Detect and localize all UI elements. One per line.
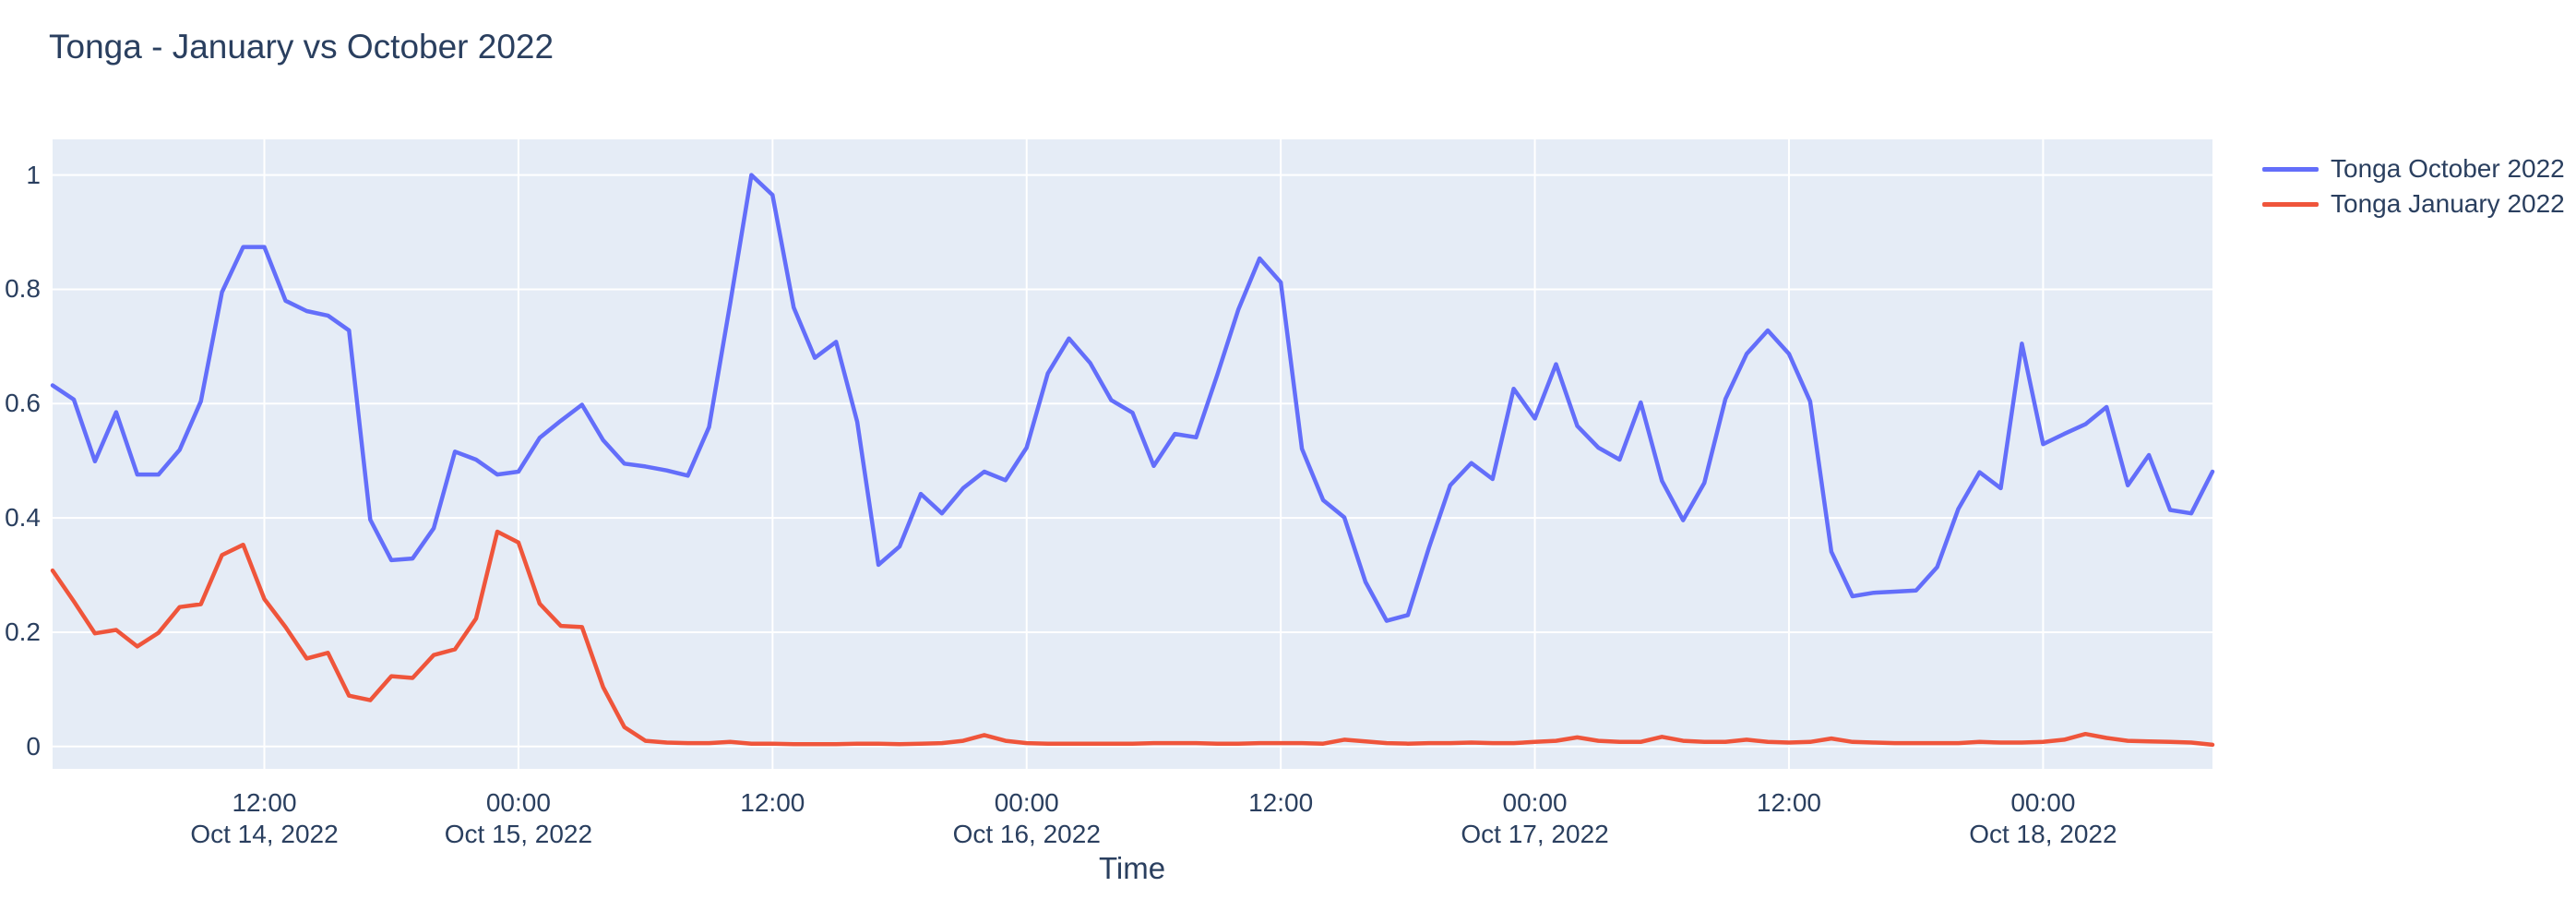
legend-label: Tonga January 2022 [2331,189,2565,218]
x-tick-time: 12:00 [1248,788,1314,817]
legend-item-tonga-january-2022[interactable]: Tonga January 2022 [2262,186,2565,222]
x-tick-label: 00:00 Oct 15, 2022 [399,787,638,850]
x-tick-date: Oct 18, 2022 [1969,820,2117,848]
x-tick-time: 00:00 [485,788,551,817]
y-tick-label: 0 [26,731,41,761]
x-tick-time: 12:00 [1756,788,1821,817]
x-tick-time: 12:00 [740,788,805,817]
x-tick-date: Oct 14, 2022 [190,820,339,848]
y-tick-label: 0.6 [5,389,41,418]
x-tick-label: 12:00 [1161,787,1401,819]
x-tick-label: 00:00 Oct 17, 2022 [1415,787,1655,850]
x-tick-label: 12:00 [652,787,892,819]
chart-title: Tonga - January vs October 2022 [49,28,555,66]
legend-label: Tonga October 2022 [2331,154,2565,183]
legend: Tonga October 2022 Tonga January 2022 [2262,151,2565,222]
x-tick-label: 12:00 Oct 14, 2022 [145,787,385,850]
y-tick-label: 0.2 [5,617,41,646]
x-tick-time: 12:00 [232,788,297,817]
x-tick-time: 00:00 [994,788,1059,817]
x-tick-date: Oct 16, 2022 [952,820,1101,848]
legend-item-tonga-october-2022[interactable]: Tonga October 2022 [2262,151,2565,186]
legend-line-swatch [2262,166,2319,172]
legend-line-swatch [2262,201,2319,207]
x-tick-time: 00:00 [1502,788,1568,817]
x-tick-date: Oct 15, 2022 [444,820,593,848]
y-tick-label: 0.4 [5,503,41,533]
x-tick-label: 00:00 Oct 18, 2022 [1923,787,2163,850]
x-tick-time: 00:00 [2010,788,2076,817]
x-tick-date: Oct 17, 2022 [1461,820,1609,848]
y-tick-label: 0.8 [5,274,41,304]
x-tick-label: 12:00 [1669,787,1909,819]
series-line-tonga-october-2022[interactable] [50,173,2215,623]
x-tick-label: 00:00 Oct 16, 2022 [907,787,1147,850]
x-axis-title: Time [1098,851,1166,885]
y-tick-label: 1 [26,160,41,189]
plot-background[interactable] [53,139,2212,769]
series-line-tonga-january-2022[interactable] [50,529,2215,748]
